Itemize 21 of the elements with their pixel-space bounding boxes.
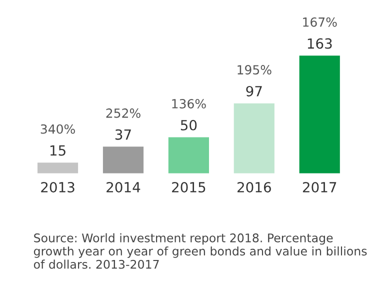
annotation: 195%: [238, 65, 272, 75]
bar: [102, 146, 144, 174]
annotation: 136%: [172, 99, 206, 108]
x-tick-label: 2013: [41, 182, 74, 193]
annotation: 340%: [40, 124, 75, 134]
x-tick-label: 2016: [238, 182, 271, 193]
data-label: 97: [246, 86, 262, 96]
x-tick-label: 2017: [302, 182, 336, 193]
data-label: 163: [308, 38, 332, 49]
bar: [299, 56, 340, 174]
data-label: 37: [115, 129, 131, 140]
bar: [168, 137, 209, 174]
source-note: Source: World investment report 2018. Percentage growth year on year of green bonds and value in billions of dollars. 2013-2017: [34, 233, 367, 269]
x-tick-label: 2014: [106, 182, 140, 193]
bar: [234, 103, 274, 174]
data-label: 15: [50, 145, 66, 156]
bar: [37, 162, 78, 174]
x-tick-label: 2015: [172, 182, 206, 193]
annotation: 252%: [106, 108, 140, 118]
annotation: 167%: [303, 17, 337, 27]
data-label: 50: [180, 120, 197, 130]
